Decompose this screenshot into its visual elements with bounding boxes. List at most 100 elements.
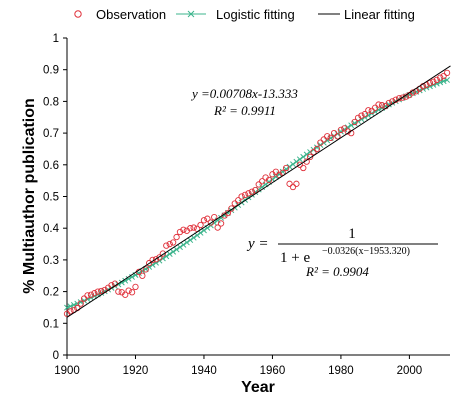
logistic-point [300, 153, 307, 160]
logistic-point [98, 289, 105, 296]
observation-point [204, 215, 211, 222]
logistic-point [272, 173, 279, 180]
observation-point [152, 256, 160, 263]
observation-point [139, 272, 146, 279]
observation-point [265, 176, 273, 184]
x-ticks: 1900 1920 1940 1960 1980 2000 [54, 355, 422, 377]
logistic-denominator-text: 1 + e [280, 250, 310, 266]
observation-point [310, 148, 317, 156]
y-tick-label: 0.3 [43, 255, 59, 267]
observation-point [286, 180, 293, 187]
observation-point [306, 153, 314, 161]
logistic-point [187, 237, 194, 244]
observation-point [358, 112, 365, 119]
logistic-point [149, 261, 156, 268]
logistic-point [166, 251, 173, 257]
observation-point [375, 101, 382, 108]
observation-point [378, 102, 386, 109]
linear-fit-line [66, 65, 451, 318]
observation-point [211, 213, 218, 221]
y-tick-label: 0.9 [43, 65, 59, 77]
observation-point [67, 308, 74, 315]
observation-point [289, 183, 297, 191]
y-ticks: 0 0.1 0.2 0.3 0.4 0.5 0.6 0.7 0.8 0.9 1 [43, 33, 67, 362]
legend-observation-marker [74, 10, 82, 18]
logistic-point [365, 112, 372, 119]
observation-point [173, 233, 180, 241]
observation-point [426, 79, 434, 87]
observation-point [132, 283, 139, 290]
y-tick-label: 0.6 [43, 160, 59, 172]
logistic-y-text: y = [246, 236, 269, 252]
observation-point [365, 107, 372, 114]
linear-equation-annotation: y =0.00708x-13.333 R² = 0.9911 [190, 86, 298, 118]
observation-point [235, 197, 242, 204]
observation-point [142, 266, 149, 273]
x-tick-label: 2000 [397, 365, 423, 377]
x-tick-label: 1920 [123, 365, 149, 377]
observation-point [98, 287, 105, 295]
observation-point [156, 254, 163, 261]
logistic-point [214, 217, 221, 224]
observation-point [320, 136, 327, 143]
observation-point [440, 72, 447, 80]
observation-point [385, 99, 393, 107]
x-axis-title: Year [241, 379, 275, 396]
observation-point [207, 219, 214, 226]
logistic-point [303, 151, 310, 158]
observation-point [255, 181, 262, 188]
logistic-point [122, 277, 129, 284]
observation-point [197, 221, 204, 229]
observation-point [361, 110, 369, 118]
y-tick-label: 0.2 [43, 287, 59, 299]
logistic-point [296, 156, 303, 163]
observation-point [317, 139, 324, 146]
observation-point [84, 292, 91, 299]
observation-point [125, 287, 132, 294]
logistic-point [125, 275, 132, 282]
logistic-point [290, 161, 296, 168]
observation-point [187, 225, 194, 232]
y-tick-label: 1 [53, 33, 59, 45]
observation-point [351, 118, 358, 126]
observation-point [231, 200, 238, 207]
observation-point [77, 300, 84, 307]
y-tick-label: 0.1 [43, 318, 59, 330]
series-linear-fitting [66, 65, 451, 318]
observation-point [282, 164, 290, 172]
observation-point [166, 240, 173, 248]
logistic-point [286, 163, 293, 170]
legend-observation-label: Observation [96, 7, 166, 22]
logistic-point [426, 83, 433, 90]
logistic-point [70, 301, 77, 308]
observation-point [293, 180, 300, 187]
observation-point [91, 290, 98, 297]
observation-point [423, 81, 430, 89]
observation-point [115, 288, 122, 295]
observation-point [159, 250, 167, 257]
observation-point [217, 220, 225, 227]
observation-point [169, 239, 177, 246]
logistic-point [293, 158, 300, 165]
x-tick-label: 1940 [191, 365, 217, 377]
linear-r2-text: R² = 0.9911 [213, 103, 276, 118]
y-axis-title: % Multiauthor publication [21, 98, 38, 294]
x-tick-label: 1960 [260, 365, 286, 377]
observation-point [272, 168, 280, 175]
observation-point [324, 133, 331, 140]
legend-linear-label: Linear fitting [344, 7, 415, 22]
logistic-point [361, 114, 368, 121]
logistic-point [180, 241, 187, 248]
logistic-point [218, 214, 225, 221]
logistic-point [437, 79, 444, 86]
observation-point [241, 191, 249, 199]
observation-point [430, 78, 437, 85]
observation-point [341, 125, 348, 132]
observation-point [337, 126, 345, 134]
y-tick-label: 0.4 [43, 223, 60, 235]
logistic-point [159, 255, 166, 262]
observation-point [327, 134, 334, 142]
y-tick-label: 0.7 [43, 128, 59, 140]
observation-point [190, 224, 197, 231]
observation-point [330, 129, 338, 137]
